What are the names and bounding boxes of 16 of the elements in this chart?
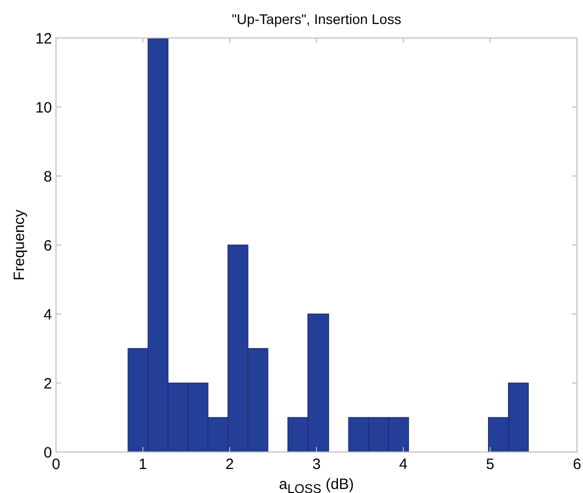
- x-tick-label: 1: [138, 456, 148, 473]
- y-tick-label: 8: [44, 168, 52, 186]
- y-tick-label: 10: [35, 99, 52, 116]
- x-tick-label: 4: [399, 456, 408, 473]
- x-tick-label: 3: [312, 456, 321, 473]
- y-tick-label: 4: [44, 306, 52, 324]
- y-tick-label: 12: [35, 30, 52, 48]
- x-tick-label: 2: [225, 456, 234, 473]
- x-tick-label: 5: [486, 456, 494, 473]
- y-tick-label: 0: [44, 444, 52, 462]
- y-axis-title: Frequency: [11, 209, 28, 280]
- chart-title: "Up-Tapers", Insertion Loss: [232, 11, 402, 27]
- x-axis-title: a$_{LOSS}$ (dB): [279, 476, 354, 493]
- y-tick-label: 6: [44, 237, 52, 254]
- y-tick-label: 2: [44, 375, 52, 392]
- x-tick-label: 6: [572, 456, 582, 473]
